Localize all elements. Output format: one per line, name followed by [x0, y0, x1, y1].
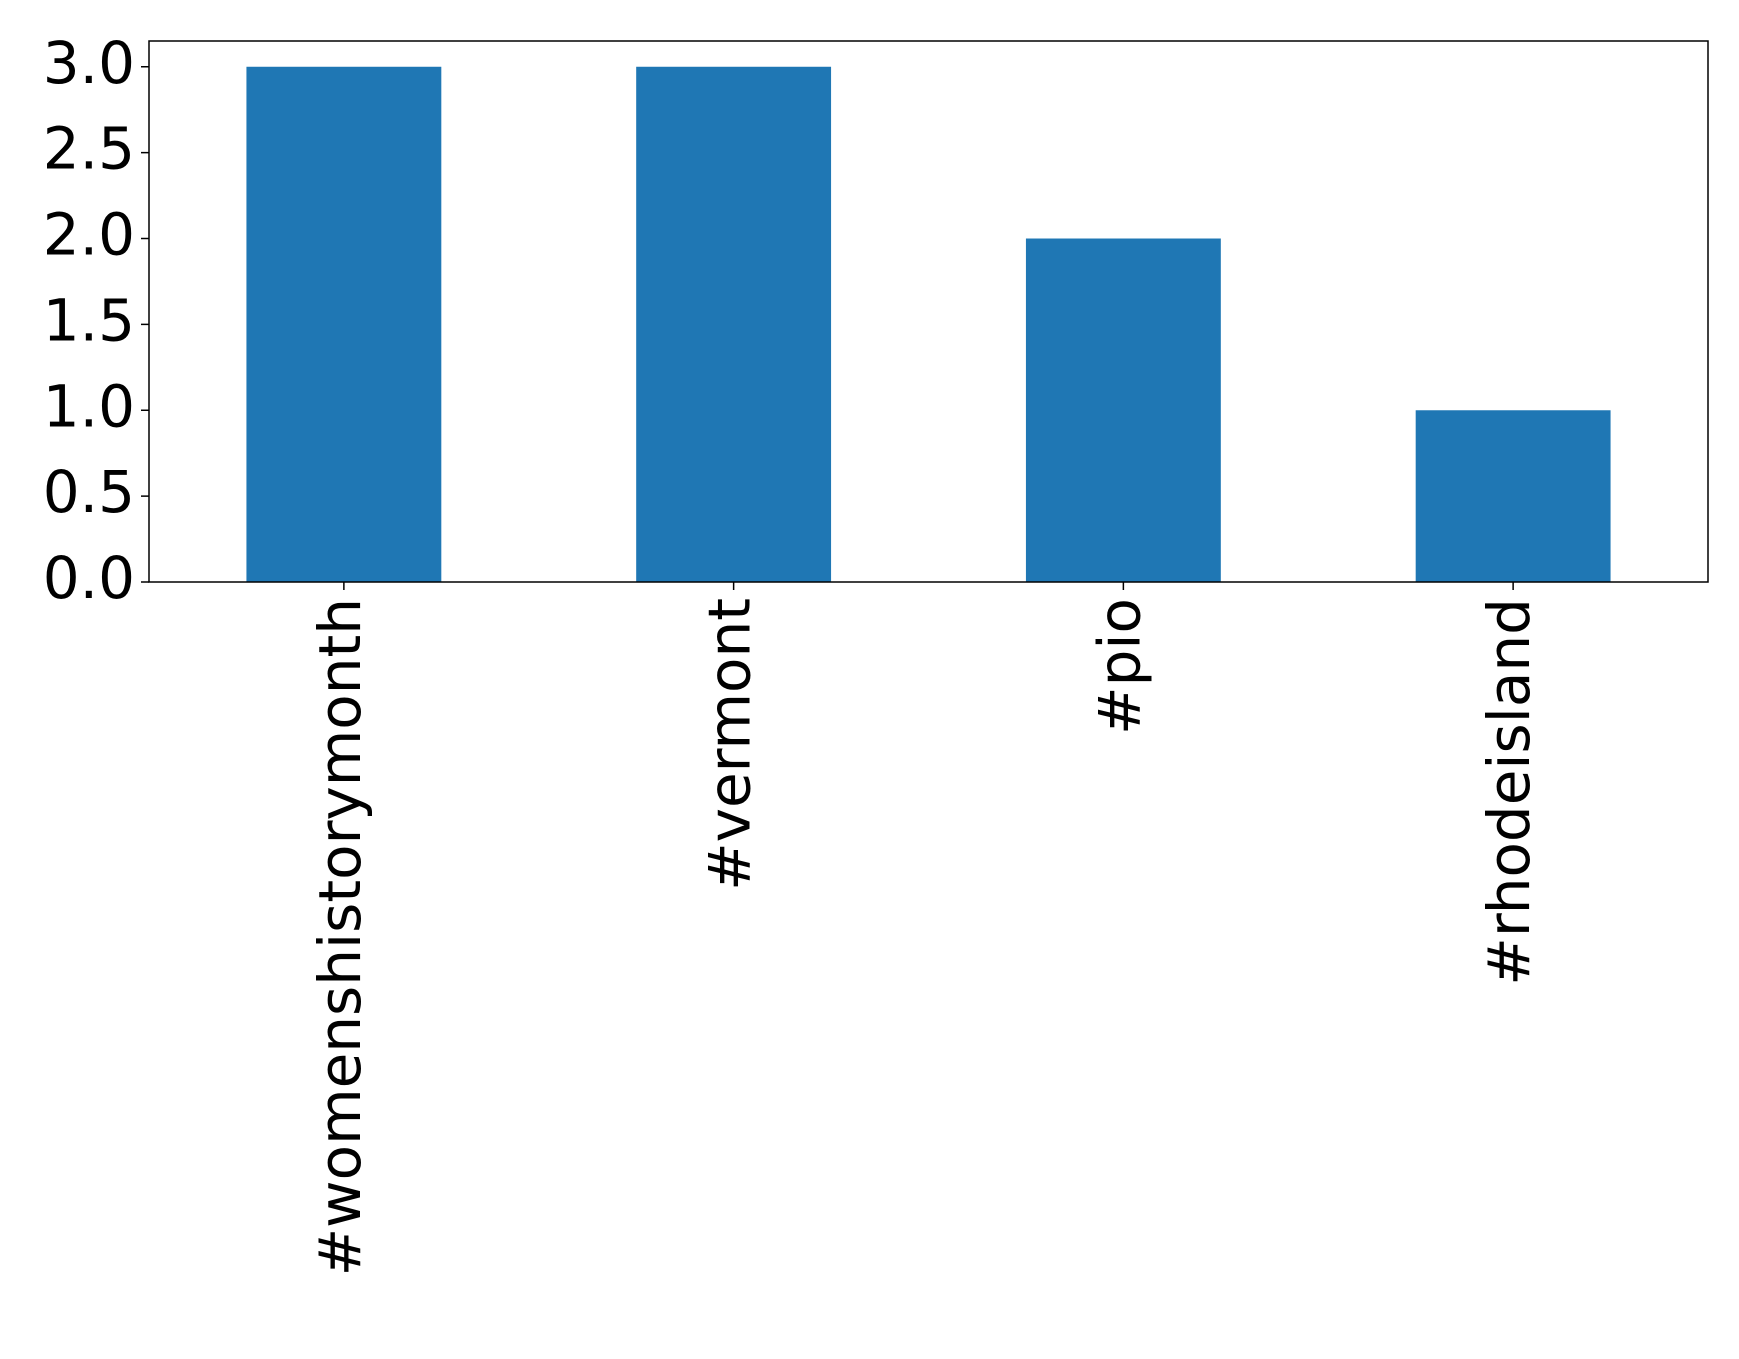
- y-tick-label: 1.5: [43, 286, 135, 354]
- plot-frame: [148, 40, 1709, 583]
- bar: [636, 66, 832, 582]
- x-tick-label: #pio: [1085, 598, 1153, 735]
- y-tick-label: 2.5: [43, 115, 135, 183]
- bar: [1415, 410, 1611, 582]
- y-tick-label: 3.0: [43, 29, 135, 97]
- x-tick-label: #vermont: [696, 598, 764, 891]
- x-tick-label: #rhodeisland: [1475, 598, 1543, 986]
- x-tick-label: #womenshistorymonth: [306, 598, 374, 1276]
- y-tick-label: 2.0: [43, 201, 135, 269]
- y-tick-label: 0.5: [43, 458, 135, 526]
- y-tick-label: 0.0: [43, 544, 135, 612]
- bar: [1025, 238, 1221, 582]
- bar: [246, 66, 442, 582]
- y-tick-label: 1.0: [43, 372, 135, 440]
